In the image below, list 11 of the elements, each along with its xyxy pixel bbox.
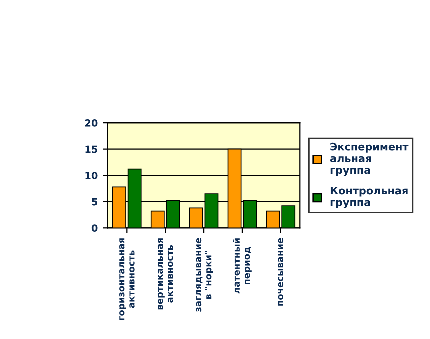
y-tick-label: 20	[85, 120, 98, 127]
legend-label: Эксперимент альная группа	[330, 142, 409, 176]
y-tick-label: 15	[86, 146, 98, 154]
x-tick-label: горизонтальная активность	[120, 238, 135, 320]
x-tick-label: латентный период	[233, 238, 252, 294]
y-tick-label: 5	[92, 198, 98, 206]
y-tick-label: 10	[86, 172, 98, 180]
y-tick-label: 0	[92, 224, 98, 232]
x-tick-label: почесывание	[278, 238, 284, 306]
legend-label: Контрольная группа	[330, 186, 408, 208]
x-tick-label: заглядывание в "норки"	[196, 238, 214, 312]
